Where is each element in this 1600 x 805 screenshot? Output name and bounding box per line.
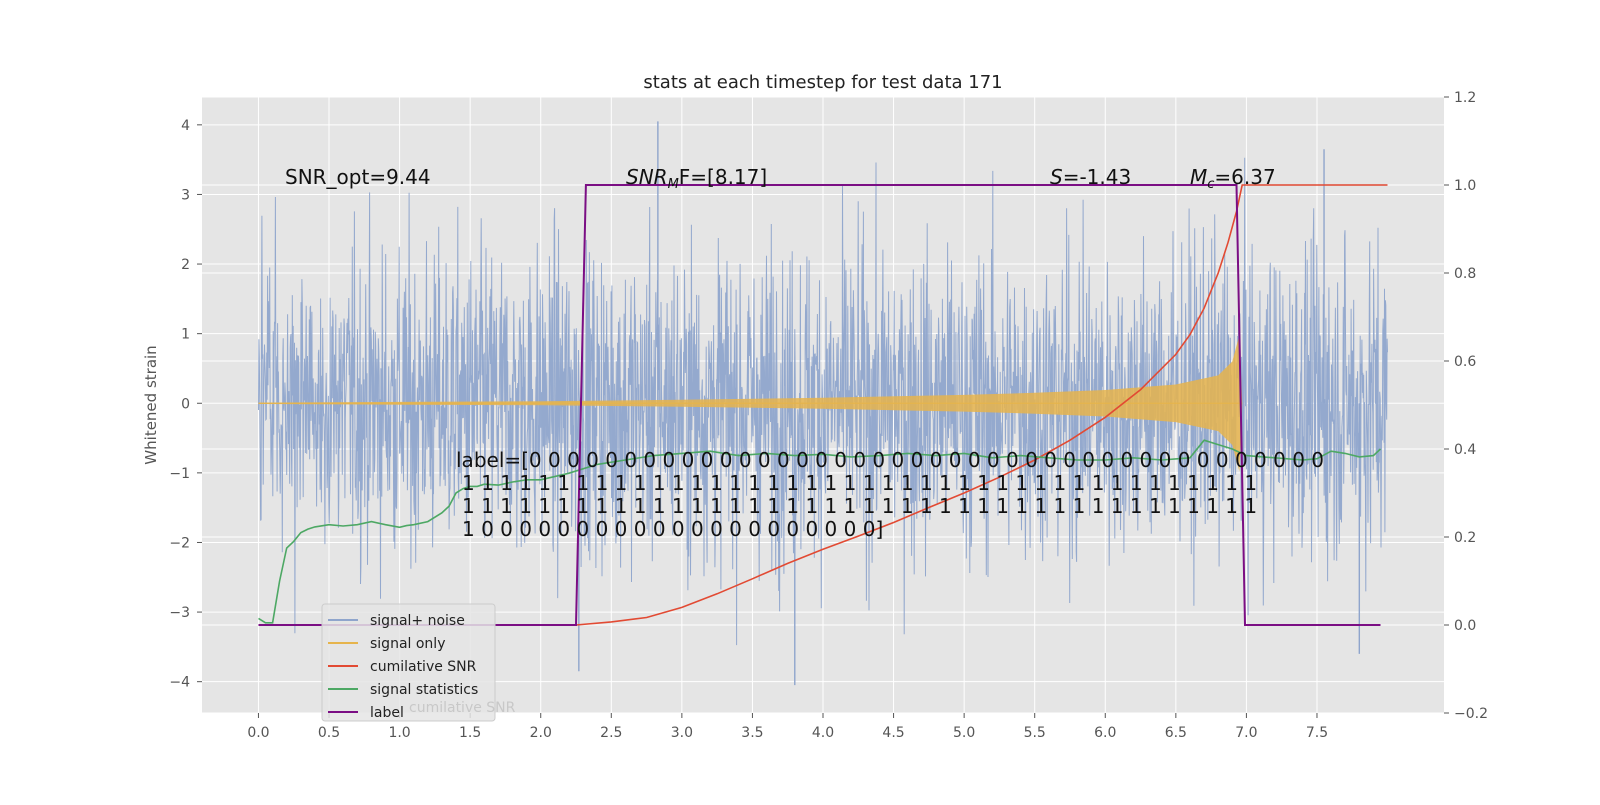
x-tick-label: 7.0	[1235, 725, 1257, 741]
y-tick-label: 3	[181, 187, 190, 203]
label-text-line-1: label=[0 0 0 0 0 0 0 0 0 0 0 0 0 0 0 0 0…	[456, 448, 1324, 472]
x-tick-label: 5.0	[953, 725, 975, 741]
x-tick-label: 4.5	[882, 725, 904, 741]
annotation-snr-opt: SNR_opt=9.44	[285, 165, 431, 189]
label-line	[258, 184, 1381, 626]
y-tick-label: 0	[181, 396, 190, 412]
y-tick-label: −2	[169, 535, 190, 551]
legend-label: signal only	[370, 636, 445, 652]
x-tick-label: 1.0	[388, 725, 410, 741]
annotation-snr-mf-prefix: SNR	[626, 165, 668, 189]
y2-tick-label: 0.2	[1454, 530, 1476, 546]
label-text-line-2: 1 1 1 1 1 1 1 1 1 1 1 1 1 1 1 1 1 1 1 1 …	[462, 471, 1257, 495]
x-tick-label: 7.5	[1306, 725, 1328, 741]
y2-tick-label: 0.0	[1454, 618, 1476, 634]
y2-axis-ticks: 1.2 1.0 0.8 0.6 0.4 0.2 0.0 −0.2	[1444, 90, 1488, 722]
y-tick-label: −1	[169, 466, 190, 482]
x-tick-label: 3.0	[671, 725, 693, 741]
x-tick-label: 4.0	[812, 725, 834, 741]
annotation-mc-prefix: M	[1190, 165, 1207, 189]
cumilative-snr-line	[258, 184, 1388, 626]
y2-tick-label: 0.6	[1454, 354, 1476, 370]
legend-ghost-text: cumilative SNR	[409, 700, 516, 716]
x-tick-label: 2.0	[530, 725, 552, 741]
y-tick-label: 1	[181, 327, 190, 343]
label-text-line-4: 1 0 0 0 0 0 0 0 0 0 0 0 0 0 0 0 0 0 0 0 …	[462, 517, 883, 541]
annotation-s-suffix: =-1.43	[1063, 165, 1132, 189]
legend-label: label	[370, 705, 404, 721]
series-signal-only	[258, 335, 1243, 472]
y2-tick-label: −0.2	[1454, 706, 1488, 722]
annotation-snr-mf-sub: M	[668, 177, 679, 192]
y2-tick-label: 0.4	[1454, 442, 1476, 458]
y-tick-label: −4	[169, 675, 190, 691]
label-array-text: label=[0 0 0 0 0 0 0 0 0 0 0 0 0 0 0 0 0…	[456, 448, 1324, 541]
legend-label: signal+ noise	[370, 613, 465, 629]
y-tick-label: −3	[169, 605, 190, 621]
annotation-mc-suffix: =6.37	[1214, 165, 1275, 189]
annotation-s-prefix: S	[1050, 165, 1063, 189]
legend-label: signal statistics	[370, 682, 478, 698]
y-axis-label: Whitened strain	[142, 345, 160, 464]
legend: cumilative SNR signal+ noise signal only c…	[321, 603, 516, 722]
x-tick-label: 1.5	[459, 725, 481, 741]
x-tick-label: 2.5	[600, 725, 622, 741]
chart-title: stats at each timestep for test data 171	[643, 72, 1002, 93]
x-tick-label: 6.0	[1094, 725, 1116, 741]
legend-items: signal+ noise signal only cumilative SNR si…	[328, 613, 478, 721]
x-tick-label: 0.0	[247, 725, 269, 741]
y2-tick-label: 1.2	[1454, 90, 1476, 106]
y2-tick-label: 1.0	[1454, 178, 1476, 194]
x-tick-label: 3.5	[741, 725, 763, 741]
legend-label: cumilative SNR	[370, 659, 477, 675]
annotation-snr-mf-suffix: F=[8.17]	[679, 165, 767, 189]
x-tick-label: 6.5	[1165, 725, 1187, 741]
annotation-snr-mf: SNRMF=[8.17]	[626, 165, 767, 192]
label-text-line-3: 1 1 1 1 1 1 1 1 1 1 1 1 1 1 1 1 1 1 1 1 …	[462, 494, 1257, 518]
annotation-mc-sub: c	[1207, 177, 1214, 192]
y-tick-label: 2	[181, 257, 190, 273]
annotation-mc-value: Mc=6.37	[1190, 165, 1276, 192]
legend-box	[321, 603, 496, 722]
annotation-s-value: S=-1.43	[1050, 165, 1131, 189]
x-axis-ticks: 0.0 0.5 1.0 1.5 2.0 2.5 3.0 3.5 4.0 4.5 5.0 5.5 6.0 6…	[247, 713, 1328, 741]
series-lines	[258, 184, 1388, 626]
y-axis-ticks: 4 3 2 1 0 −1 −2 −3 −4	[169, 118, 202, 691]
y2-tick-label: 0.8	[1454, 266, 1476, 282]
signal-statistics-line	[258, 439, 1382, 624]
x-tick-label: 0.5	[318, 725, 340, 741]
x-tick-label: 5.5	[1024, 725, 1046, 741]
annotations: SNR_opt=9.44 SNRMF=[8.17] S=-1.43 Mc=6.3…	[285, 165, 1276, 192]
y-tick-label: 4	[181, 118, 190, 134]
